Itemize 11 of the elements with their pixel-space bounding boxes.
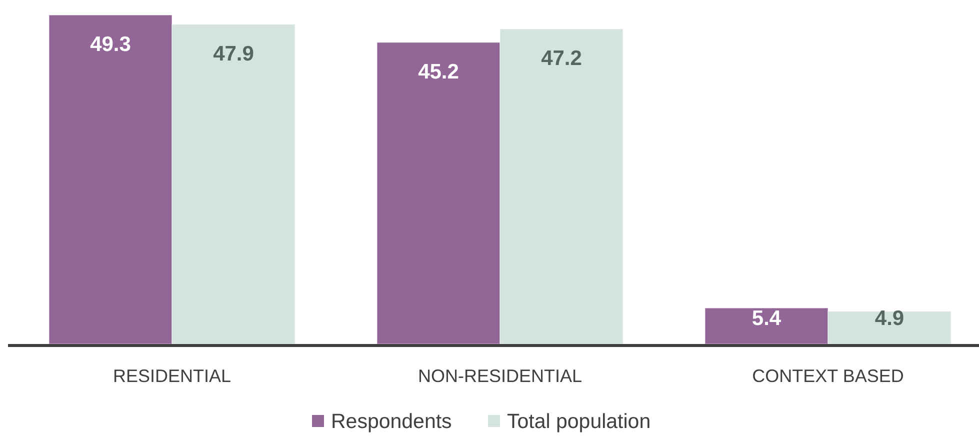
x-tick-label: NON-RESIDENTIAL [418, 366, 582, 386]
x-tick-label: RESIDENTIAL [112, 366, 232, 386]
data-label: 5.4 [752, 307, 782, 330]
data-label: 47.2 [541, 47, 582, 70]
legend-label: Total population [507, 410, 651, 433]
data-label: 47.9 [213, 42, 254, 66]
data-label: 49.3 [90, 33, 131, 56]
legend-label: Respondents [331, 410, 452, 433]
x-tick-label: CONTEXT BASED [752, 366, 904, 386]
data-label: 45.2 [418, 60, 459, 84]
data-label: 4.9 [874, 307, 904, 330]
